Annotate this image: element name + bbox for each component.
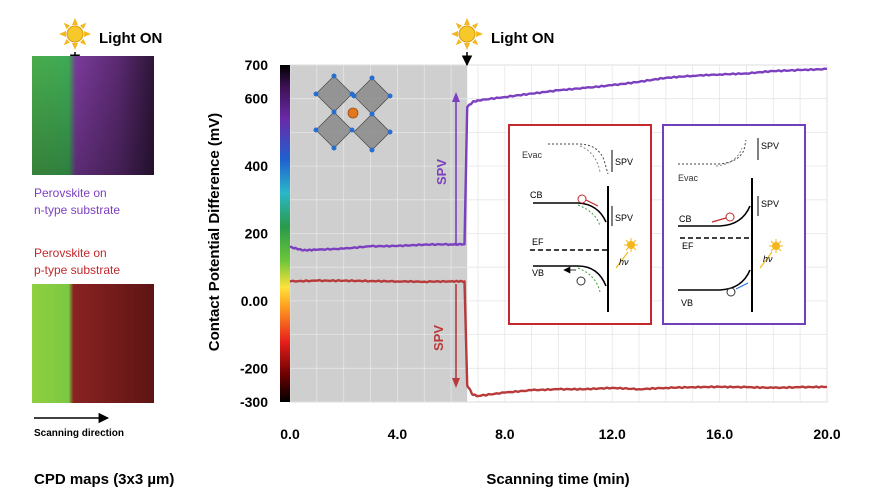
x-axis-title: Scanning time (min) (486, 471, 629, 488)
spv-arrow-up-head (452, 92, 460, 102)
y-tick-label: -200 (240, 360, 268, 376)
inset-purple-evac: Evac (678, 173, 699, 183)
inset-red-spv2: SPV (615, 213, 633, 223)
spv-arrow-down-head (452, 378, 460, 388)
spv-label-bottom: SPV (431, 325, 446, 351)
y-axis-title: Contact Potential Difference (mV) (206, 113, 223, 351)
photon-icon (769, 239, 783, 253)
main-chart: 0.0 4.0 8.0 12.0 16.0 20.0 700 600 400 200 0.00 -20… (206, 18, 841, 488)
y-tick-label: 200 (245, 226, 269, 242)
cpd-map-p-type (32, 284, 154, 403)
y-tick-label: 700 (245, 57, 269, 73)
inset-purple-vb: VB (681, 298, 693, 308)
inset-purple-spv1: SPV (761, 141, 779, 151)
light-on-label-left: Light ON (99, 30, 162, 47)
band-diagram-inset-red: Evac SPV CB SPV EF hν VB (508, 124, 652, 325)
colorbar (280, 65, 290, 402)
perovskite-crystal-icon (313, 73, 393, 153)
spv-label-top: SPV (434, 159, 449, 185)
map-n-label-2: n-type substrate (34, 203, 120, 217)
x-tick-label: 8.0 (495, 426, 515, 442)
series (289, 67, 828, 398)
inset-purple-ef: EF (682, 241, 694, 251)
sun-icon (59, 18, 91, 50)
inset-purple-hv: hν (763, 254, 773, 264)
series-line (289, 67, 828, 252)
series-line (289, 278, 828, 398)
inset-red-ef: EF (532, 237, 544, 247)
map-p-label-2: p-type substrate (34, 263, 120, 277)
inset-red-spv1: SPV (615, 157, 633, 167)
x-tick-label: 12.0 (599, 426, 626, 442)
x-tick-label: 20.0 (813, 426, 840, 442)
tick-labels: 0.0 4.0 8.0 12.0 16.0 20.0 700 600 400 200 0.00 -20… (240, 57, 841, 442)
x-tick-label: 16.0 (706, 426, 733, 442)
y-tick-label: 600 (245, 91, 269, 107)
x-tick-label: 4.0 (388, 426, 408, 442)
y-tick-label: 0.00 (241, 293, 268, 309)
cpd-maps-caption: CPD maps (3x3 µm) (34, 471, 174, 488)
inset-red-vb: VB (532, 268, 544, 278)
y-tick-label: 400 (245, 158, 269, 174)
band-diagram-inset-purple: SPV Evac SPV CB EF hν VB (662, 124, 806, 325)
inset-purple-spv2: SPV (761, 199, 779, 209)
sun-icon (451, 18, 483, 50)
inset-red-hv: hν (619, 257, 629, 267)
inset-purple-cb: CB (679, 214, 692, 224)
scanning-direction-label: Scanning direction (34, 428, 124, 439)
y-tick-label: -300 (240, 394, 268, 410)
left-panel: Light ON Perovskite on n-type substrate … (32, 18, 174, 488)
light-on-label-right: Light ON (491, 30, 554, 47)
inset-red-evac: Evac (522, 150, 543, 160)
inset-red-cb: CB (530, 190, 543, 200)
x-tick-label: 0.0 (280, 426, 300, 442)
map-p-label-1: Perovskite on (34, 246, 107, 260)
photon-icon (624, 238, 638, 252)
map-n-label-1: Perovskite on (34, 186, 107, 200)
